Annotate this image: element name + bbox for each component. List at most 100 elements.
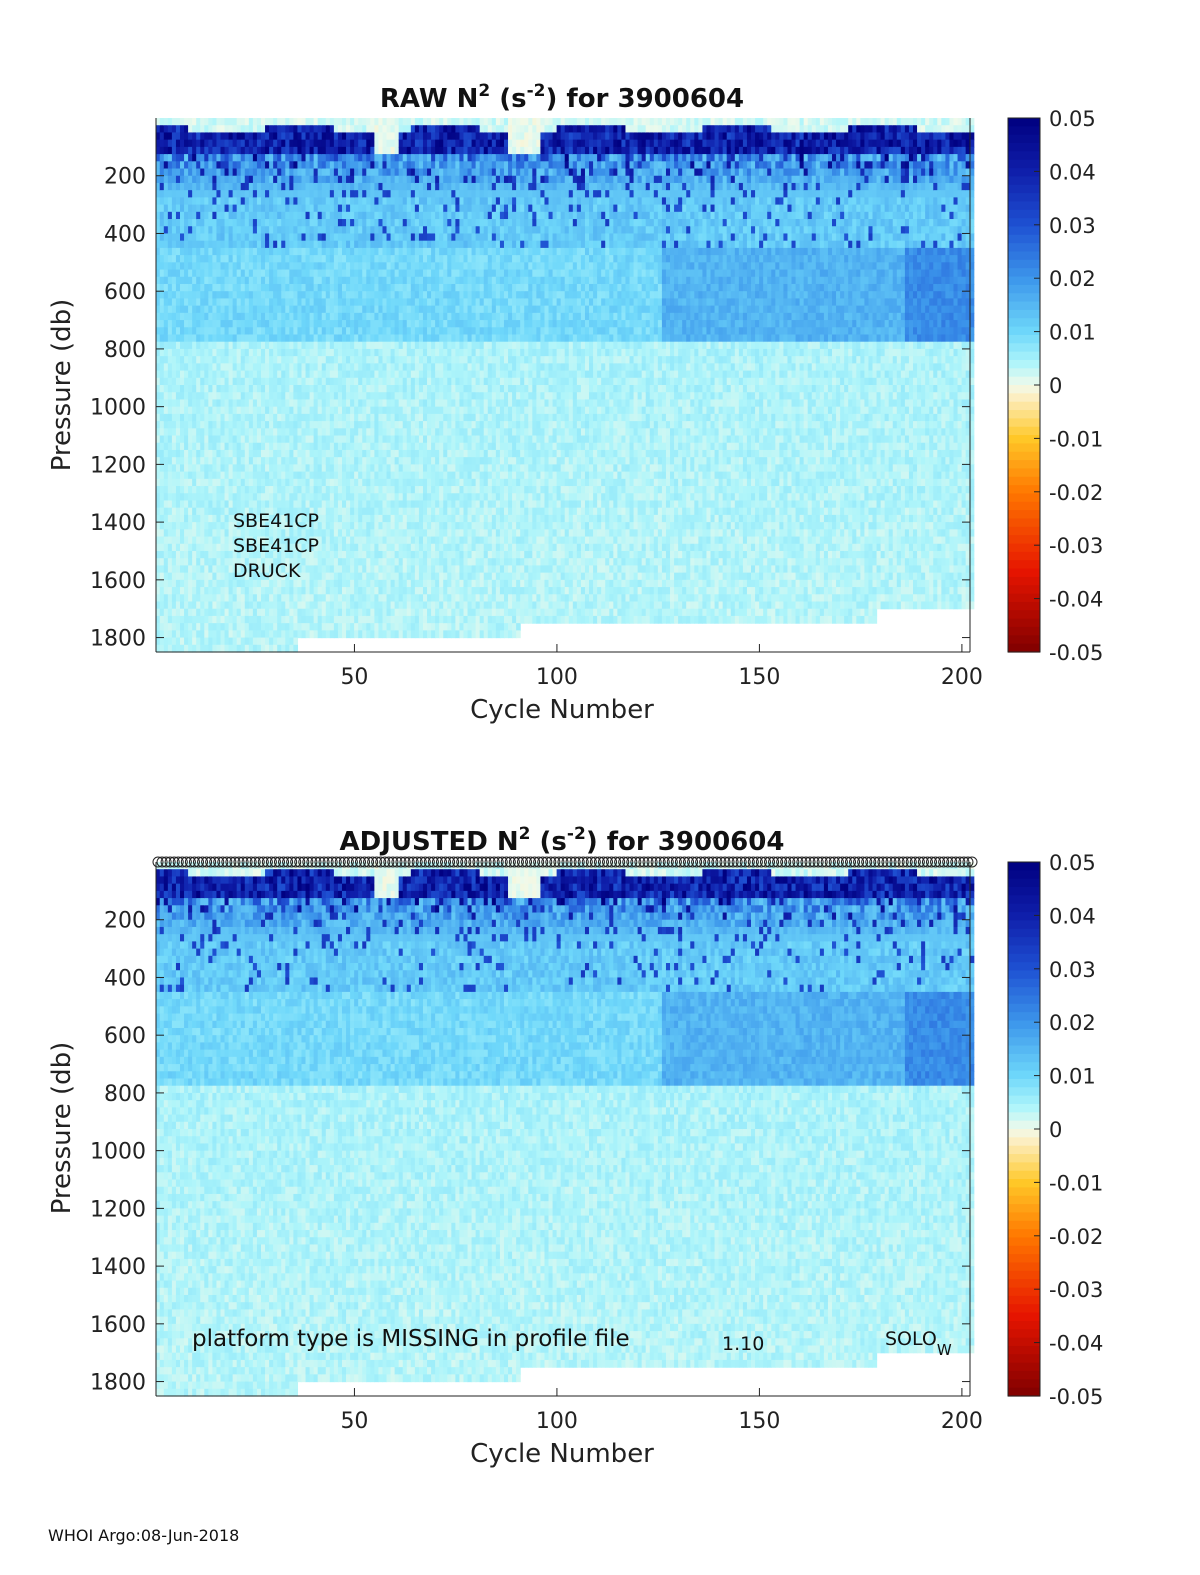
heatmap-cell [176, 363, 181, 371]
heatmap-cell [245, 443, 250, 451]
heatmap-cell [423, 609, 428, 617]
heatmap-cell [423, 262, 428, 270]
heatmap-cell [326, 334, 331, 342]
heatmap-cell [330, 450, 335, 458]
heatmap-cell [350, 551, 355, 559]
heatmap-cell [330, 565, 335, 573]
heatmap-cell [411, 399, 416, 407]
heatmap-cell [297, 219, 302, 227]
heatmap-cell [314, 580, 319, 588]
heatmap-cell [354, 291, 359, 299]
heatmap-cell [212, 493, 217, 501]
heatmap-cell [358, 349, 363, 357]
heatmap-cell [378, 327, 383, 335]
heatmap-cell [411, 313, 416, 321]
heatmap-cell [334, 414, 339, 422]
heatmap-cell [423, 183, 428, 191]
heatmap-cell [342, 623, 347, 631]
heatmap-cell [301, 132, 306, 140]
heatmap-cell [310, 500, 315, 508]
heatmap-cell [293, 140, 298, 148]
heatmap-cell [261, 464, 266, 472]
heatmap-cell [403, 392, 408, 400]
heatmap-cell [269, 609, 274, 617]
heatmap-cell [176, 385, 181, 393]
heatmap-cell [164, 371, 169, 379]
heatmap-cell [261, 363, 266, 371]
heatmap-cell [233, 609, 238, 617]
heatmap-cell [269, 407, 274, 415]
heatmap-cell [431, 197, 436, 205]
heatmap-cell [391, 414, 396, 422]
heatmap-cell [334, 349, 339, 357]
heatmap-cell [314, 616, 319, 624]
heatmap-cell [338, 241, 343, 249]
heatmap-cell [358, 241, 363, 249]
heatmap-cell [427, 399, 432, 407]
heatmap-cell [188, 450, 193, 458]
heatmap-cell [407, 140, 412, 148]
heatmap-cell [269, 140, 274, 148]
heatmap-cell [419, 262, 424, 270]
heatmap-cell [370, 479, 375, 487]
heatmap-cell [423, 515, 428, 523]
heatmap-cell [338, 565, 343, 573]
heatmap-cell [358, 421, 363, 429]
heatmap-cell [241, 320, 246, 328]
heatmap-cell [318, 414, 323, 422]
heatmap-cell [188, 284, 193, 292]
heatmap-cell [261, 414, 266, 422]
heatmap-cell [208, 226, 213, 234]
heatmap-cell [184, 255, 189, 263]
heatmap-cell [229, 327, 234, 335]
heatmap-cell [378, 436, 383, 444]
heatmap-cell [220, 118, 225, 126]
heatmap-cell [277, 609, 282, 617]
heatmap-cell [334, 580, 339, 588]
heatmap-cell [168, 125, 173, 133]
heatmap-cell [200, 457, 205, 465]
heatmap-cell [172, 493, 177, 501]
heatmap-cell [427, 443, 432, 451]
heatmap-cell [225, 233, 230, 241]
heatmap-cell [225, 515, 230, 523]
heatmap-cell [220, 565, 225, 573]
heatmap-cell [382, 349, 387, 357]
heatmap-cell [342, 284, 347, 292]
heatmap-cell [306, 428, 311, 436]
heatmap-cell [382, 176, 387, 184]
heatmap-cell [387, 450, 392, 458]
heatmap-cell [326, 601, 331, 609]
heatmap-cell [273, 414, 278, 422]
heatmap-cell [168, 176, 173, 184]
heatmap-cell [216, 349, 221, 357]
heatmap-cell [297, 197, 302, 205]
heatmap-cell [277, 140, 282, 148]
heatmap-cell [387, 378, 392, 386]
heatmap-cell [192, 428, 197, 436]
heatmap-cell [297, 443, 302, 451]
heatmap-cell [314, 392, 319, 400]
heatmap-cell [229, 205, 234, 213]
heatmap-cell [419, 334, 424, 342]
heatmap-cell [322, 284, 327, 292]
heatmap-cell [257, 270, 262, 278]
heatmap-cell [164, 428, 169, 436]
heatmap-cell [350, 190, 355, 198]
heatmap-cell [407, 205, 412, 213]
heatmap-cell [358, 169, 363, 177]
heatmap-cell [342, 385, 347, 393]
heatmap-cell [245, 493, 250, 501]
heatmap-cell [229, 298, 234, 306]
heatmap-cell [407, 118, 412, 126]
heatmap-cell [407, 255, 412, 263]
heatmap-cell [164, 529, 169, 537]
heatmap-cell [415, 515, 420, 523]
heatmap-cell [419, 515, 424, 523]
heatmap-cell [200, 226, 205, 234]
heatmap-cell [419, 183, 424, 191]
heatmap-cell [216, 529, 221, 537]
heatmap-cell [427, 573, 432, 581]
heatmap-cell [342, 573, 347, 581]
heatmap-cell [225, 529, 230, 537]
